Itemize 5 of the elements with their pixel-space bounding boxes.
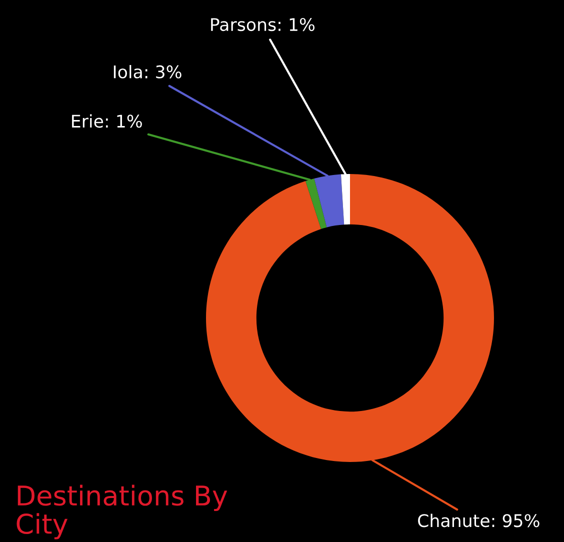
- text: Destinations By City: [16, 484, 228, 540]
- slice-label: Erie: 1%: [72, 114, 142, 128]
- slice-label: Parsons: 1%: [211, 18, 315, 32]
- slice-label: Chanute: 95%: [418, 514, 540, 528]
- slice-label: Iola: 3%: [114, 64, 182, 78]
